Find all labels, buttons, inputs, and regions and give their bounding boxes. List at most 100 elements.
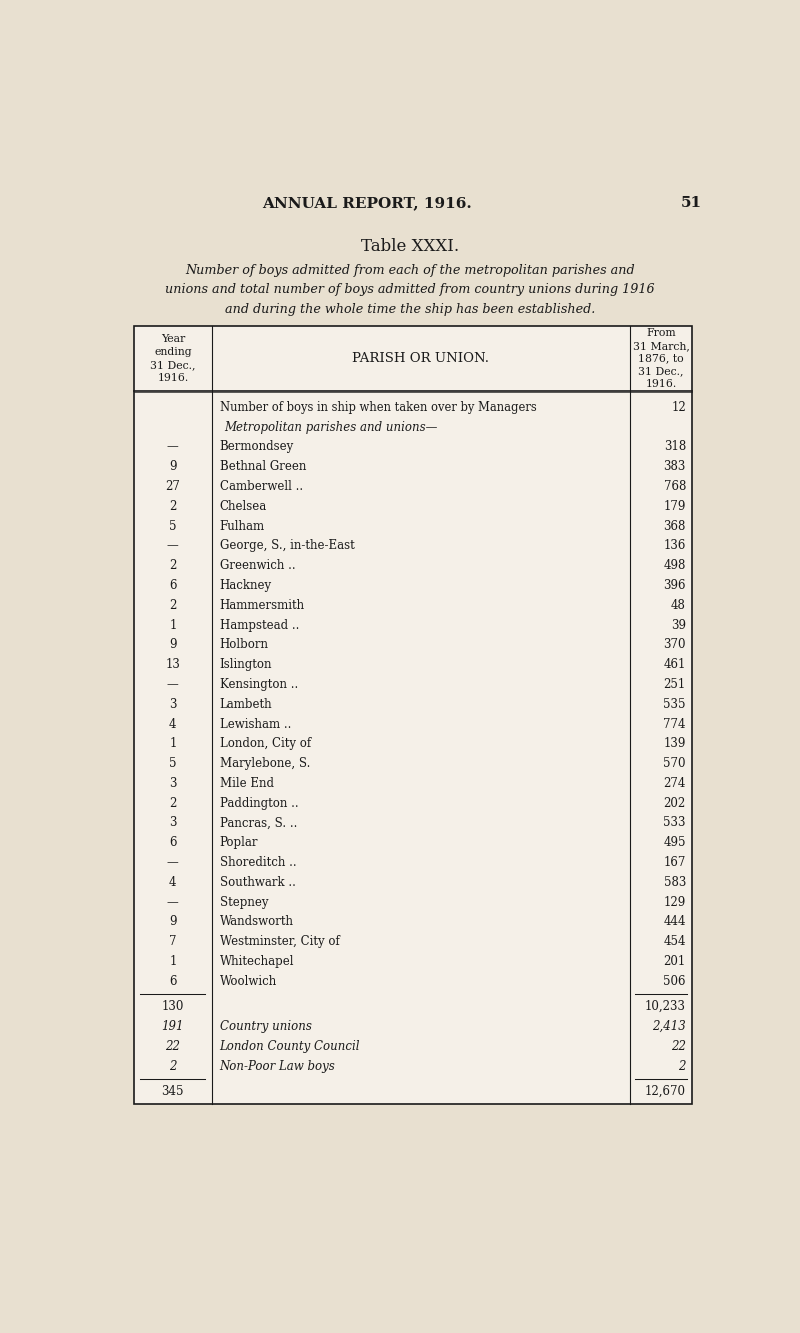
- Text: 6: 6: [169, 579, 177, 592]
- Bar: [134, 327, 692, 1104]
- Text: 202: 202: [664, 797, 686, 809]
- Text: Shoreditch ..: Shoreditch ..: [220, 856, 296, 869]
- Text: 136: 136: [663, 540, 686, 552]
- Text: Fulham: Fulham: [220, 520, 265, 533]
- Text: 6: 6: [169, 836, 177, 849]
- Text: George, S., in-the-East: George, S., in-the-East: [220, 540, 354, 552]
- Text: 39: 39: [671, 619, 686, 632]
- Text: —: —: [167, 678, 178, 690]
- Text: 167: 167: [663, 856, 686, 869]
- Text: 3: 3: [169, 697, 177, 710]
- Text: London County Council: London County Council: [220, 1040, 360, 1053]
- Text: 12: 12: [671, 401, 686, 413]
- Text: 370: 370: [663, 639, 686, 652]
- Text: Hampstead ..: Hampstead ..: [220, 619, 299, 632]
- Text: Bermondsey: Bermondsey: [220, 440, 294, 453]
- Text: Holborn: Holborn: [220, 639, 269, 652]
- Text: Paddington ..: Paddington ..: [220, 797, 298, 809]
- Text: 535: 535: [663, 697, 686, 710]
- Text: Metropolitan parishes and unions—: Metropolitan parishes and unions—: [224, 421, 438, 433]
- Text: Country unions: Country unions: [220, 1020, 311, 1033]
- Text: —: —: [167, 896, 178, 909]
- Text: 22: 22: [166, 1040, 180, 1053]
- Text: 1: 1: [169, 619, 177, 632]
- Text: 498: 498: [663, 559, 686, 572]
- Text: 533: 533: [663, 817, 686, 829]
- Text: 583: 583: [663, 876, 686, 889]
- Text: From
31 March,
1876, to
31 Dec.,
1916.: From 31 March, 1876, to 31 Dec., 1916.: [633, 328, 690, 389]
- Text: 4: 4: [169, 876, 177, 889]
- Text: 9: 9: [169, 639, 177, 652]
- Text: 495: 495: [663, 836, 686, 849]
- Text: 2: 2: [169, 1060, 177, 1073]
- Text: Lambeth: Lambeth: [220, 697, 272, 710]
- Text: Year
ending
31 Dec.,
1916.: Year ending 31 Dec., 1916.: [150, 335, 195, 383]
- Text: 48: 48: [671, 599, 686, 612]
- Text: 318: 318: [664, 440, 686, 453]
- Text: 2: 2: [169, 797, 177, 809]
- Text: 345: 345: [162, 1085, 184, 1098]
- Text: —: —: [167, 856, 178, 869]
- Text: 5: 5: [169, 520, 177, 533]
- Text: Hackney: Hackney: [220, 579, 272, 592]
- Text: 461: 461: [663, 659, 686, 670]
- Text: 368: 368: [663, 520, 686, 533]
- Text: 2: 2: [678, 1060, 686, 1073]
- Text: 383: 383: [663, 460, 686, 473]
- Text: 13: 13: [166, 659, 180, 670]
- Text: 201: 201: [664, 954, 686, 968]
- Text: 396: 396: [663, 579, 686, 592]
- Text: 179: 179: [663, 500, 686, 513]
- Text: Camberwell ..: Camberwell ..: [220, 480, 302, 493]
- Text: Woolwich: Woolwich: [220, 974, 277, 988]
- Text: Westminster, City of: Westminster, City of: [220, 936, 339, 948]
- Text: Kensington ..: Kensington ..: [220, 678, 298, 690]
- Text: Mile End: Mile End: [220, 777, 274, 790]
- Text: 7: 7: [169, 936, 177, 948]
- Text: 12,670: 12,670: [645, 1085, 686, 1098]
- Text: 1: 1: [169, 954, 177, 968]
- Text: Non-Poor Law boys: Non-Poor Law boys: [220, 1060, 335, 1073]
- Text: 139: 139: [663, 737, 686, 750]
- Text: Islington: Islington: [220, 659, 272, 670]
- Text: —: —: [167, 440, 178, 453]
- Text: 768: 768: [663, 480, 686, 493]
- Text: Chelsea: Chelsea: [220, 500, 267, 513]
- Text: 570: 570: [663, 757, 686, 770]
- Text: 2,413: 2,413: [652, 1020, 686, 1033]
- Text: 774: 774: [663, 717, 686, 730]
- Text: 3: 3: [169, 777, 177, 790]
- Text: 3: 3: [169, 817, 177, 829]
- Text: Pancras, S. ..: Pancras, S. ..: [220, 817, 297, 829]
- Text: 4: 4: [169, 717, 177, 730]
- Text: 2: 2: [169, 500, 177, 513]
- Text: 130: 130: [162, 1000, 184, 1013]
- Text: 22: 22: [671, 1040, 686, 1053]
- Text: ANNUAL REPORT, 1916.: ANNUAL REPORT, 1916.: [262, 196, 471, 209]
- Text: 191: 191: [162, 1020, 184, 1033]
- Text: Number of boys admitted from each of the metropolitan parishes and
unions and to: Number of boys admitted from each of the…: [165, 264, 655, 316]
- Text: Table XXXI.: Table XXXI.: [361, 239, 459, 255]
- Text: 444: 444: [663, 916, 686, 929]
- Text: Hammersmith: Hammersmith: [220, 599, 305, 612]
- Text: PARISH OR UNION.: PARISH OR UNION.: [352, 352, 490, 365]
- Text: 10,233: 10,233: [645, 1000, 686, 1013]
- Text: Wandsworth: Wandsworth: [220, 916, 294, 929]
- Text: 506: 506: [663, 974, 686, 988]
- Text: 274: 274: [663, 777, 686, 790]
- Text: 129: 129: [664, 896, 686, 909]
- Text: Greenwich ..: Greenwich ..: [220, 559, 295, 572]
- Text: 454: 454: [663, 936, 686, 948]
- Text: —: —: [167, 540, 178, 552]
- Text: 9: 9: [169, 916, 177, 929]
- Text: 1: 1: [169, 737, 177, 750]
- Text: Poplar: Poplar: [220, 836, 258, 849]
- Text: Southwark ..: Southwark ..: [220, 876, 295, 889]
- Text: Marylebone, S.: Marylebone, S.: [220, 757, 310, 770]
- Text: Lewisham ..: Lewisham ..: [220, 717, 291, 730]
- Text: Stepney: Stepney: [220, 896, 268, 909]
- Text: Bethnal Green: Bethnal Green: [220, 460, 306, 473]
- Text: 27: 27: [166, 480, 180, 493]
- Text: London, City of: London, City of: [220, 737, 310, 750]
- Text: 2: 2: [169, 599, 177, 612]
